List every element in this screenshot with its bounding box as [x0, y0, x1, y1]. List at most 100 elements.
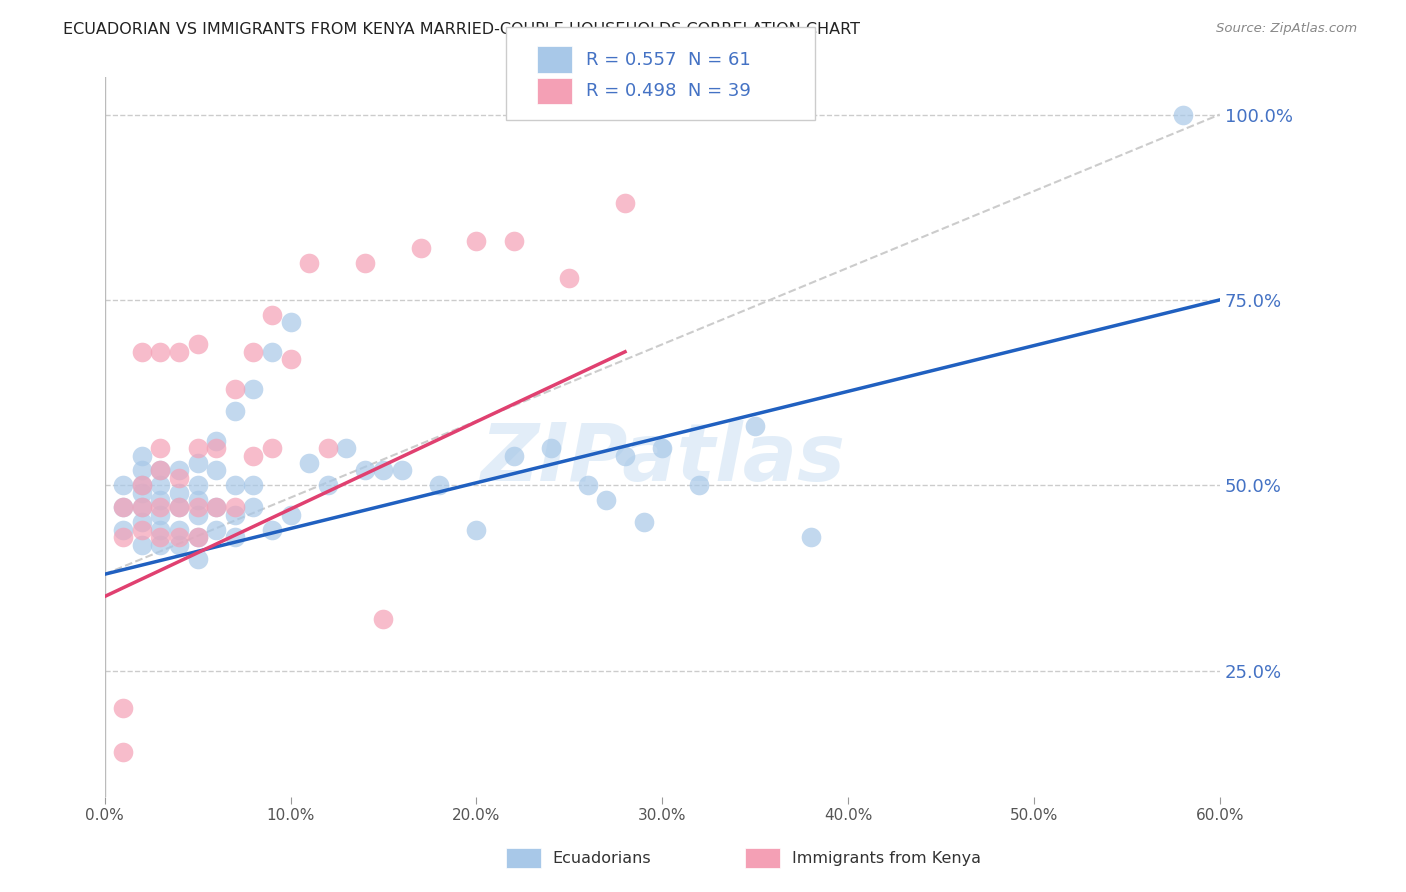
Text: Immigrants from Kenya: Immigrants from Kenya: [792, 852, 980, 866]
Point: [187, 493, 209, 508]
Point: [149, 441, 172, 455]
Point: [131, 478, 153, 492]
Text: Ecuadorians: Ecuadorians: [553, 852, 651, 866]
Point: [224, 404, 246, 418]
Point: [465, 523, 488, 537]
Point: [187, 441, 209, 455]
Point: [205, 463, 228, 477]
Point: [205, 500, 228, 515]
Point: [112, 478, 135, 492]
Point: [242, 382, 264, 396]
Point: [651, 441, 673, 455]
Point: [167, 530, 190, 544]
Point: [260, 308, 283, 322]
Point: [224, 530, 246, 544]
Point: [131, 500, 153, 515]
Point: [298, 456, 321, 470]
Point: [187, 500, 209, 515]
Point: [149, 463, 172, 477]
Point: [614, 449, 637, 463]
Point: [187, 478, 209, 492]
Point: [187, 552, 209, 566]
Point: [149, 530, 172, 544]
Point: [502, 449, 524, 463]
Point: [224, 508, 246, 522]
Point: [131, 538, 153, 552]
Point: [131, 344, 153, 359]
Point: [558, 270, 581, 285]
Point: [131, 523, 153, 537]
Point: [614, 196, 637, 211]
Point: [688, 478, 710, 492]
Point: [353, 256, 375, 270]
Point: [167, 500, 190, 515]
Point: [205, 523, 228, 537]
Text: ECUADORIAN VS IMMIGRANTS FROM KENYA MARRIED-COUPLE HOUSEHOLDS CORRELATION CHART: ECUADORIAN VS IMMIGRANTS FROM KENYA MARR…: [63, 22, 860, 37]
Point: [316, 441, 339, 455]
Point: [167, 471, 190, 485]
Point: [131, 449, 153, 463]
Point: [576, 478, 599, 492]
Point: [224, 500, 246, 515]
Point: [112, 700, 135, 714]
Point: [167, 538, 190, 552]
Text: ZIPatlas: ZIPatlas: [479, 419, 845, 498]
Point: [502, 234, 524, 248]
Point: [167, 500, 190, 515]
Point: [242, 344, 264, 359]
Point: [112, 523, 135, 537]
Point: [1171, 107, 1194, 121]
Point: [242, 500, 264, 515]
Point: [205, 441, 228, 455]
Point: [149, 493, 172, 508]
Point: [260, 523, 283, 537]
Point: [131, 516, 153, 530]
Point: [149, 508, 172, 522]
Point: [149, 344, 172, 359]
Point: [187, 456, 209, 470]
Point: [187, 337, 209, 351]
Point: [391, 463, 413, 477]
Point: [595, 493, 617, 508]
Point: [409, 241, 432, 255]
Point: [465, 234, 488, 248]
Point: [298, 256, 321, 270]
Text: R = 0.498  N = 39: R = 0.498 N = 39: [586, 82, 751, 100]
Point: [112, 500, 135, 515]
Point: [316, 478, 339, 492]
Point: [187, 530, 209, 544]
Point: [167, 485, 190, 500]
Point: [205, 500, 228, 515]
Point: [260, 441, 283, 455]
Point: [112, 745, 135, 759]
Point: [131, 463, 153, 477]
Point: [242, 449, 264, 463]
Point: [335, 441, 357, 455]
Point: [131, 485, 153, 500]
Point: [167, 523, 190, 537]
Point: [260, 344, 283, 359]
Point: [149, 500, 172, 515]
Point: [373, 612, 395, 626]
Point: [373, 463, 395, 477]
Point: [187, 508, 209, 522]
Point: [353, 463, 375, 477]
Point: [224, 478, 246, 492]
Point: [224, 382, 246, 396]
Point: [167, 463, 190, 477]
Point: [131, 500, 153, 515]
Point: [280, 508, 302, 522]
Point: [744, 419, 766, 434]
Point: [633, 516, 655, 530]
Point: [149, 523, 172, 537]
Point: [167, 344, 190, 359]
Point: [242, 478, 264, 492]
Point: [280, 352, 302, 367]
Point: [280, 315, 302, 329]
Point: [427, 478, 450, 492]
Point: [149, 478, 172, 492]
Point: [149, 538, 172, 552]
Point: [800, 530, 823, 544]
Point: [205, 434, 228, 448]
Text: R = 0.557  N = 61: R = 0.557 N = 61: [586, 51, 751, 69]
